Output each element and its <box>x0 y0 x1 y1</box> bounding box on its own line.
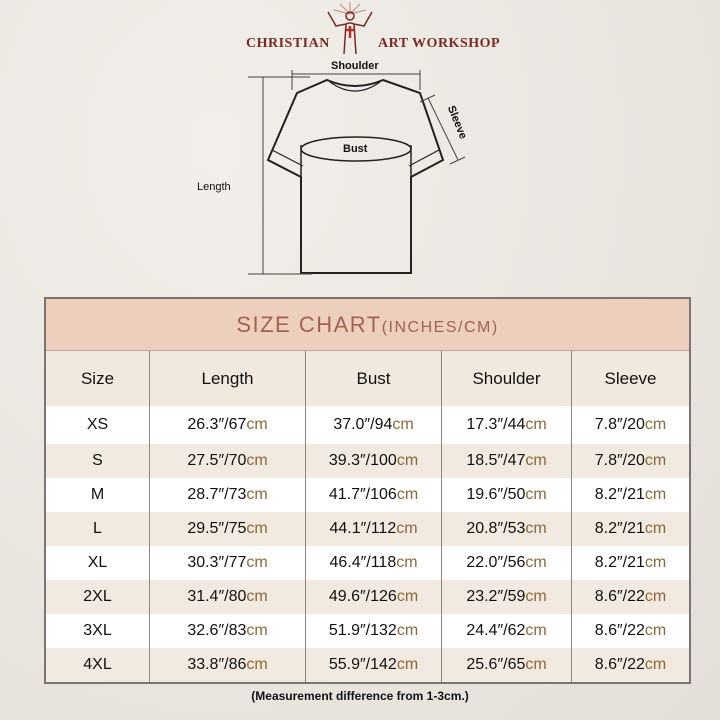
tshirt-outline <box>266 78 445 274</box>
measurement-cell: 41.7″/106cm <box>305 478 442 512</box>
measurement-cell: 25.6″/65cm <box>441 648 572 683</box>
measurement-cell: 26.3″/67cm <box>149 406 306 444</box>
measurement-cell: 46.4″/118cm <box>305 546 442 580</box>
measurement-cell: 33.8″/86cm <box>149 648 306 683</box>
size-cell: L <box>45 512 150 546</box>
measurement-cell: 49.6″/126cm <box>305 580 442 614</box>
measurement-cell: 8.6″/22cm <box>571 580 690 614</box>
measurement-cell: 17.3″/44cm <box>441 406 572 444</box>
shoulder-label: Shoulder <box>331 60 379 72</box>
measurement-cell: 8.6″/22cm <box>571 614 690 648</box>
header-size: Size <box>45 350 150 406</box>
measurement-cell: 39.3″/100cm <box>305 444 442 478</box>
measurement-cell: 24.4″/62cm <box>441 614 572 648</box>
size-cell: M <box>45 478 150 512</box>
brand-name-right: ART WORKSHOP <box>378 36 501 51</box>
header-length: Length <box>149 350 306 406</box>
measurement-cell: 51.9″/132cm <box>305 614 442 648</box>
jesus-cross-logo-icon <box>327 2 373 55</box>
measurement-cell: 44.1″/112cm <box>305 512 442 546</box>
measurement-cell: 29.5″/75cm <box>149 512 306 546</box>
measurement-note: (Measurement difference from 1-3cm.) <box>251 689 469 703</box>
header-bust: Bust <box>305 350 442 406</box>
measurement-cell: 8.2″/21cm <box>571 512 690 546</box>
table-row: M 28.7″/73cm 41.7″/106cm 19.6″/50cm 8.2″/21c… <box>45 478 690 512</box>
size-cell: XS <box>45 406 150 444</box>
brand-header: CHRISTIAN ART WORKSHOP <box>0 0 720 60</box>
size-cell: XL <box>45 546 150 580</box>
table-row: XL 30.3″/77cm 46.4″/118cm 22.0″/56cm 8.2″/21… <box>45 546 690 580</box>
header-shoulder: Shoulder <box>441 350 572 406</box>
measurement-cell: 55.9″/142cm <box>305 648 442 683</box>
table-row: 4XL 33.8″/86cm 55.9″/142cm 25.6″/65cm 8.6″/2… <box>45 648 690 683</box>
measurement-cell: 23.2″/59cm <box>441 580 572 614</box>
length-label: Length <box>197 181 231 193</box>
brand-name-left: CHRISTIAN <box>246 36 330 51</box>
size-cell: 2XL <box>45 580 150 614</box>
table-header-row: Size Length Bust Shoulder Sleeve <box>45 350 690 406</box>
size-cell: 3XL <box>45 614 150 648</box>
measurement-cell: 8.2″/21cm <box>571 546 690 580</box>
measurement-cell: 32.6″/83cm <box>149 614 306 648</box>
bust-ellipse <box>300 136 412 162</box>
size-chart-table: SIZE CHART(INCHES/CM) Size Length Bust S… <box>44 297 691 684</box>
table-row: L 29.5″/75cm 44.1″/112cm 20.8″/53cm 8.2″/21c… <box>45 512 690 546</box>
measurement-cell: 8.6″/22cm <box>571 648 690 683</box>
header-sleeve: Sleeve <box>571 350 690 406</box>
measurement-cell: 7.8″/20cm <box>571 406 690 444</box>
table-row: 2XL 31.4″/80cm 49.6″/126cm 23.2″/59cm 8.6″/2… <box>45 580 690 614</box>
measurement-cell: 20.8″/53cm <box>441 512 572 546</box>
tshirt-diagram <box>248 70 466 275</box>
measurement-cell: 8.2″/21cm <box>571 478 690 512</box>
size-cell: S <box>45 444 150 478</box>
measurement-cell: 28.7″/73cm <box>149 478 306 512</box>
table-row: XS 26.3″/67cm 37.0″/94cm 17.3″/44cm 7.8″/20c… <box>45 406 690 444</box>
measurement-cell: 37.0″/94cm <box>305 406 442 444</box>
measurement-cell: 18.5″/47cm <box>441 444 572 478</box>
measurement-cell: 19.6″/50cm <box>441 478 572 512</box>
table-row: 3XL 32.6″/83cm 51.9″/132cm 24.4″/62cm 8.6″/2… <box>45 614 690 648</box>
measurement-cell: 31.4″/80cm <box>149 580 306 614</box>
measurement-cell: 30.3″/77cm <box>149 546 306 580</box>
bust-label: Bust <box>343 143 368 155</box>
measurement-cell: 7.8″/20cm <box>571 444 690 478</box>
size-cell: 4XL <box>45 648 150 683</box>
measurement-cell: 22.0″/56cm <box>441 546 572 580</box>
measurement-cell: 27.5″/70cm <box>149 444 306 478</box>
size-chart-title: SIZE CHART(INCHES/CM) <box>45 298 690 351</box>
table-row: S 27.5″/70cm 39.3″/100cm 18.5″/47cm 7.8″/20c… <box>45 444 690 478</box>
